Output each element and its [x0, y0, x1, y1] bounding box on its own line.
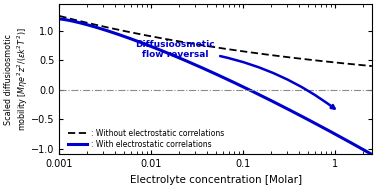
X-axis label: Electrolyte concentration [Molar]: Electrolyte concentration [Molar] — [130, 175, 302, 185]
Text: Diffusioosmotic
flow reversal: Diffusioosmotic flow reversal — [135, 40, 335, 109]
Legend: : Without electrostatic correlations, : With electrostatic correlations: : Without electrostatic correlations, : … — [66, 128, 226, 151]
Y-axis label: Scaled diffusioosmotic
mobility $[M\eta e^2z^2/(\varepsilon k^2T^2)]$: Scaled diffusioosmotic mobility $[M\eta … — [4, 27, 30, 131]
